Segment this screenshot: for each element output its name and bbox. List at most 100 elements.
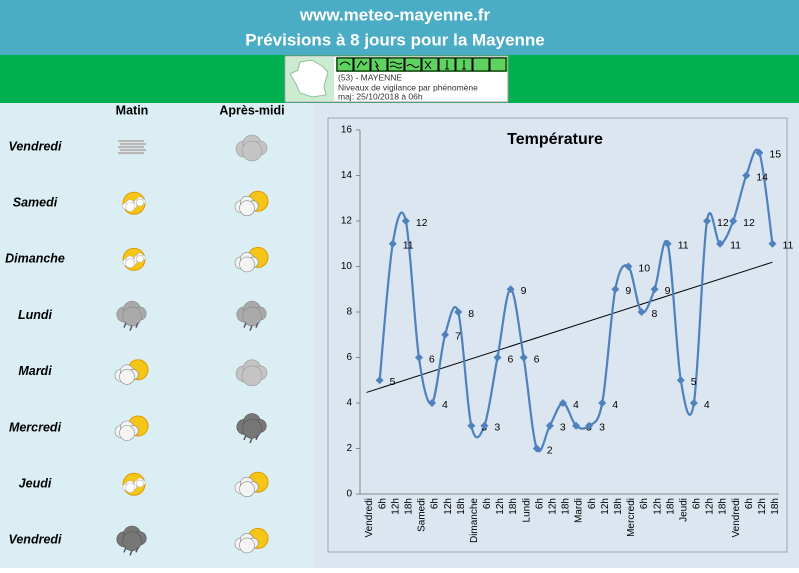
weather-icon [234, 190, 269, 216]
data-label: 9 [665, 285, 671, 297]
data-label: 12 [743, 217, 755, 229]
x-tick-label: Mardi [574, 498, 585, 523]
point-marker [585, 421, 594, 430]
y-tick-label: 10 [341, 261, 353, 272]
point-marker [650, 285, 659, 294]
x-tick-label: 12h [705, 498, 716, 515]
x-tick-label: 12h [652, 498, 663, 515]
x-tick-label: Vendredi [731, 498, 742, 537]
rain-drop [243, 434, 247, 441]
rain-drop [123, 547, 127, 553]
weather-icon [122, 472, 146, 496]
weather-icon [235, 134, 268, 162]
data-label: 7 [455, 331, 461, 343]
point-marker [519, 353, 528, 362]
data-label: 4 [704, 399, 710, 411]
x-tick-label: 12h [390, 498, 401, 515]
point-marker [755, 148, 764, 157]
fog-line [120, 149, 146, 152]
point-marker [441, 330, 450, 339]
forecast-panel [0, 103, 313, 568]
rain-drop [243, 322, 247, 328]
data-label: 5 [691, 376, 697, 388]
x-tick-label: Jeudi [678, 498, 689, 522]
vigilance-updated: maj: 25/10/2018 à 06h [338, 91, 423, 101]
weather-icon [122, 247, 146, 271]
point-marker [742, 171, 751, 180]
data-label: 11 [403, 240, 414, 252]
data-label: 6 [429, 353, 435, 365]
column-header: Matin [116, 103, 149, 117]
fog-line [120, 143, 146, 146]
data-label: 12 [416, 217, 428, 229]
x-tick-label: 12h [443, 498, 454, 515]
weather-icon [116, 525, 147, 556]
y-tick-label: 4 [346, 398, 352, 409]
cloud-part [125, 258, 135, 269]
data-label: 4 [612, 399, 618, 411]
point-marker [663, 239, 672, 248]
cloud-part [136, 479, 144, 488]
x-tick-label: Lundi [521, 498, 532, 522]
weather-icon [235, 359, 268, 387]
day-name: Jeudi [19, 476, 52, 490]
x-tick-label: 18h [613, 498, 624, 515]
y-tick-label: 8 [346, 307, 352, 318]
x-tick-label: 6h [377, 498, 388, 509]
x-tick-label: 6h [587, 498, 598, 509]
point-marker [388, 239, 397, 248]
point-marker [480, 421, 489, 430]
data-label: 11 [678, 240, 689, 252]
data-label: 4 [442, 399, 448, 411]
weather-icon [234, 527, 269, 554]
chart-frame [327, 117, 788, 553]
point-marker [572, 421, 581, 430]
cloud-part [125, 202, 135, 212]
column-header: Après-midi [219, 103, 284, 117]
cloud-part [119, 425, 135, 441]
data-label: 5 [390, 376, 396, 388]
point-marker [467, 421, 476, 430]
x-tick-label: 6h [430, 498, 441, 509]
header-band [0, 0, 799, 55]
site-name: www.meteo-mayenne.fr [299, 5, 491, 24]
day-name: Samedi [13, 195, 58, 209]
point-marker [716, 239, 725, 248]
page-title: Prévisions à 8 jours pour la Mayenne [245, 30, 545, 49]
weather-icon [114, 415, 149, 441]
weather-icon [122, 191, 146, 215]
point-marker [428, 399, 437, 407]
x-tick-label: Samedi [417, 498, 428, 532]
x-tick-label: 18h [561, 498, 572, 515]
data-label: 8 [652, 308, 658, 320]
point-marker [506, 285, 515, 294]
cloud-part [125, 483, 135, 493]
point-marker [414, 353, 423, 362]
x-tick-label: 6h [639, 498, 650, 509]
y-tick-label: 2 [346, 443, 352, 454]
rain-drop [249, 437, 253, 444]
data-label: 4 [573, 399, 579, 411]
cloud-part [239, 481, 255, 498]
point-marker [598, 399, 607, 407]
x-tick-label: 6h [482, 498, 493, 509]
cloud-part [239, 256, 255, 273]
point-marker [689, 399, 698, 407]
point-marker [493, 353, 502, 362]
rain-drop [249, 325, 253, 331]
point-marker [611, 285, 620, 294]
data-label: 9 [625, 285, 631, 297]
rain-drop [129, 325, 133, 331]
data-label: 11 [730, 240, 741, 252]
point-marker [545, 421, 554, 430]
data-label: 8 [468, 308, 474, 320]
weather-icon [114, 359, 149, 385]
cloud-part [241, 140, 263, 162]
point-marker [454, 308, 463, 316]
fog-line [118, 152, 144, 155]
weather-icon [234, 471, 269, 498]
x-tick-label: 18h [403, 498, 414, 515]
fog-line [118, 140, 144, 143]
